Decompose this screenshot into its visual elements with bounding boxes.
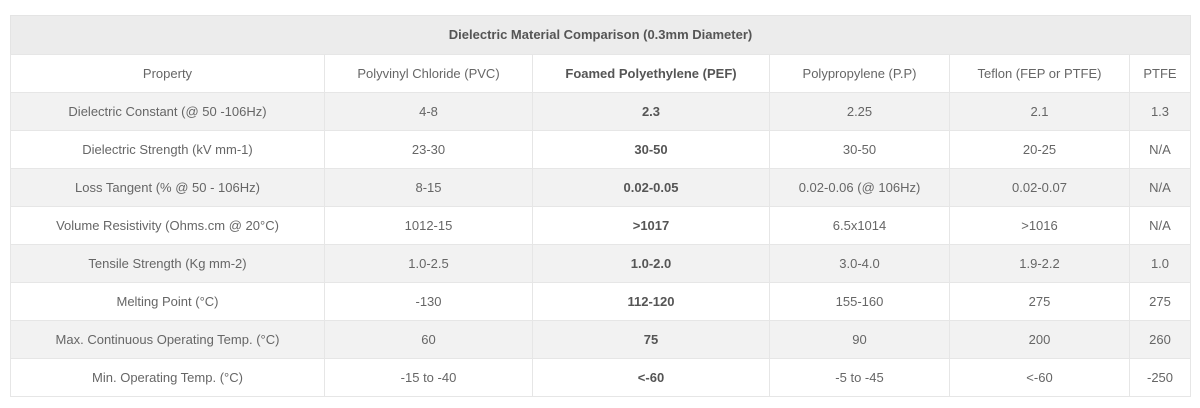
table-header: Property Polyvinyl Chloride (PVC) Foamed… <box>10 54 1191 93</box>
cell-teflon: 275 <box>949 282 1130 321</box>
cell-polypropylene: 3.0-4.0 <box>769 244 950 283</box>
cell-pvc: 8-15 <box>324 168 533 207</box>
table-row: Tensile Strength (Kg mm-2) 1.0-2.5 1.0-2.0… <box>10 244 1191 283</box>
cell-pvc: 23-30 <box>324 130 533 169</box>
cell-pef: 30-50 <box>532 130 770 169</box>
header-pef: Foamed Polyethylene (PEF) <box>532 54 770 93</box>
cell-ptfe: N/A <box>1129 206 1191 245</box>
header-polypropylene: Polypropylene (P.P) <box>769 54 950 93</box>
cell-pef: 0.02-0.05 <box>532 168 770 207</box>
cell-pvc: 4-8 <box>324 92 533 131</box>
table-row: Max. Continuous Operating Temp. (°C) 60 75… <box>10 320 1191 359</box>
cell-ptfe: N/A <box>1129 168 1191 207</box>
table-body: Dielectric Constant (@ 50 -106Hz) 4-8 2.3 2… <box>10 92 1191 397</box>
cell-pvc: 1.0-2.5 <box>324 244 533 283</box>
cell-teflon: 20-25 <box>949 130 1130 169</box>
table-row: Dielectric Strength (kV mm-1) 23-30 30-50 3… <box>10 130 1191 169</box>
cell-ptfe: 1.0 <box>1129 244 1191 283</box>
header-property: Property <box>10 54 325 93</box>
cell-property: Max. Continuous Operating Temp. (°C) <box>10 320 325 359</box>
cell-ptfe: 260 <box>1129 320 1191 359</box>
cell-teflon: <-60 <box>949 358 1130 397</box>
dielectric-comparison-table: Dielectric Material Comparison (0.3mm Di… <box>10 15 1191 397</box>
cell-pef: 75 <box>532 320 770 359</box>
cell-property: Melting Point (°C) <box>10 282 325 321</box>
cell-polypropylene: 90 <box>769 320 950 359</box>
table-row: Volume Resistivity (Ohms.cm @ 20°C) 1012-… <box>10 206 1191 245</box>
cell-ptfe: 1.3 <box>1129 92 1191 131</box>
cell-property: Tensile Strength (Kg mm-2) <box>10 244 325 283</box>
cell-pef: <-60 <box>532 358 770 397</box>
cell-teflon: 200 <box>949 320 1130 359</box>
cell-polypropylene: 2.25 <box>769 92 950 131</box>
header-pvc: Polyvinyl Chloride (PVC) <box>324 54 533 93</box>
cell-property: Min. Operating Temp. (°C) <box>10 358 325 397</box>
cell-teflon: 0.02-0.07 <box>949 168 1130 207</box>
cell-property: Dielectric Strength (kV mm-1) <box>10 130 325 169</box>
cell-pvc: -15 to -40 <box>324 358 533 397</box>
header-ptfe: PTFE <box>1129 54 1191 93</box>
cell-teflon: >1016 <box>949 206 1130 245</box>
cell-property: Dielectric Constant (@ 50 -106Hz) <box>10 92 325 131</box>
cell-ptfe: 275 <box>1129 282 1191 321</box>
table-caption: Dielectric Material Comparison (0.3mm Di… <box>10 15 1191 54</box>
header-row: Property Polyvinyl Chloride (PVC) Foamed… <box>10 54 1191 93</box>
cell-polypropylene: 155-160 <box>769 282 950 321</box>
cell-property: Loss Tangent (% @ 50 - 106Hz) <box>10 168 325 207</box>
table-row: Dielectric Constant (@ 50 -106Hz) 4-8 2.3 2… <box>10 92 1191 131</box>
cell-pvc: 60 <box>324 320 533 359</box>
comparison-table-container: Dielectric Material Comparison (0.3mm Di… <box>10 15 1191 397</box>
cell-polypropylene: 0.02-0.06 (@ 106Hz) <box>769 168 950 207</box>
header-teflon: Teflon (FEP or PTFE) <box>949 54 1130 93</box>
cell-polypropylene: 30-50 <box>769 130 950 169</box>
table-row: Min. Operating Temp. (°C) -15 to -40 <-60-… <box>10 358 1191 397</box>
cell-ptfe: -250 <box>1129 358 1191 397</box>
cell-pef: >1017 <box>532 206 770 245</box>
cell-pvc: -130 <box>324 282 533 321</box>
table-row: Loss Tangent (% @ 50 - 106Hz) 8-15 0.02-0.… <box>10 168 1191 207</box>
cell-polypropylene: -5 to -45 <box>769 358 950 397</box>
cell-ptfe: N/A <box>1129 130 1191 169</box>
cell-teflon: 2.1 <box>949 92 1130 131</box>
cell-pef: 1.0-2.0 <box>532 244 770 283</box>
cell-pvc: 1012-15 <box>324 206 533 245</box>
cell-teflon: 1.9-2.2 <box>949 244 1130 283</box>
cell-property: Volume Resistivity (Ohms.cm @ 20°C) <box>10 206 325 245</box>
table-row: Melting Point (°C) -130 112-120 155-160 275 2… <box>10 282 1191 321</box>
cell-pef: 112-120 <box>532 282 770 321</box>
cell-pef: 2.3 <box>532 92 770 131</box>
cell-polypropylene: 6.5x1014 <box>769 206 950 245</box>
